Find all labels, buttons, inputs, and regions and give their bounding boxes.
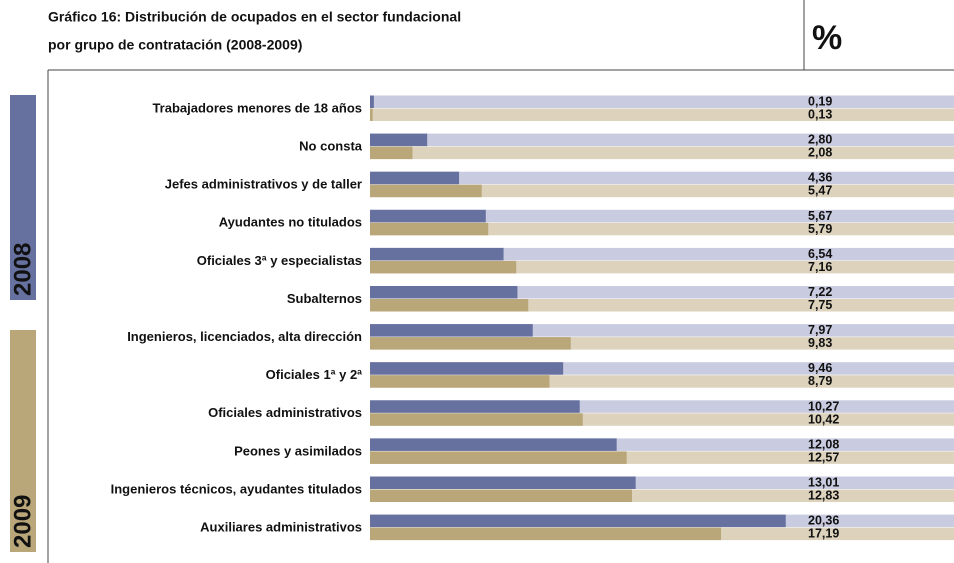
value-label: 10,27 xyxy=(808,399,839,413)
legend-swatch xyxy=(10,330,36,552)
bar xyxy=(370,476,636,489)
bar xyxy=(370,247,504,261)
chart-subtitle: por grupo de contratación (2008-2009) xyxy=(48,37,302,53)
category-label: Ayudantes no titulados xyxy=(219,215,362,230)
bar-track xyxy=(370,108,954,121)
bar xyxy=(370,108,373,121)
legend-swatch xyxy=(10,95,36,300)
category-label: Subalternos xyxy=(287,291,362,306)
value-label: 2,80 xyxy=(808,133,832,147)
bar xyxy=(370,184,482,198)
category-label: Ingenieros, licenciados, alta dirección xyxy=(127,329,362,344)
category-label: No consta xyxy=(299,139,363,154)
legend-label: 2008 xyxy=(9,243,36,296)
value-label: 0,13 xyxy=(808,108,832,122)
value-label: 13,01 xyxy=(808,476,839,490)
bar xyxy=(370,362,564,375)
value-label: 20,36 xyxy=(808,514,839,528)
bar xyxy=(370,286,518,299)
bar xyxy=(370,514,786,528)
bar xyxy=(370,438,617,451)
bar xyxy=(370,209,486,223)
value-label: 6,54 xyxy=(808,247,832,261)
bar xyxy=(370,337,571,350)
category-label: Auxiliares administrativos xyxy=(200,520,362,535)
bar-track xyxy=(370,184,954,198)
bar xyxy=(370,299,529,312)
value-label: 7,97 xyxy=(808,323,832,337)
bar xyxy=(370,171,460,185)
value-label: 9,83 xyxy=(808,336,832,350)
bar xyxy=(370,95,374,108)
value-label: 2,08 xyxy=(808,146,832,160)
value-label: 5,47 xyxy=(808,184,832,198)
category-label: Ingenieros técnicos, ayudantes titulados xyxy=(111,481,362,496)
category-label: Oficiales 3ª y especialistas xyxy=(197,253,362,268)
value-label: 8,79 xyxy=(808,374,832,388)
bar xyxy=(370,489,632,502)
unit-label: % xyxy=(812,19,842,57)
category-label: Oficiales administrativos xyxy=(208,405,362,420)
bar-track xyxy=(370,95,954,108)
bar xyxy=(370,527,722,541)
value-label: 5,67 xyxy=(808,209,832,223)
value-label: 12,08 xyxy=(808,437,839,451)
bar-track xyxy=(370,146,954,160)
bar xyxy=(370,146,413,160)
chart-title: Gráfico 16: Distribución de ocupados en … xyxy=(48,9,461,25)
value-label: 17,19 xyxy=(808,527,839,541)
category-label: Oficiales 1ª y 2ª xyxy=(266,367,363,382)
value-label: 7,22 xyxy=(808,285,832,299)
value-label: 5,79 xyxy=(808,222,832,236)
bar-track xyxy=(370,247,954,261)
bar-track xyxy=(370,133,954,147)
bar xyxy=(370,375,550,388)
legend-label: 2009 xyxy=(9,495,36,548)
value-label: 7,16 xyxy=(808,260,832,274)
value-label: 4,36 xyxy=(808,171,832,185)
bar-track xyxy=(370,222,954,236)
bar xyxy=(370,260,517,274)
value-label: 12,57 xyxy=(808,450,839,464)
value-label: 0,19 xyxy=(808,95,832,109)
category-label: Trabajadores menores de 18 años xyxy=(152,100,362,115)
bar xyxy=(370,413,583,426)
value-label: 9,46 xyxy=(808,361,832,375)
bar xyxy=(370,324,533,337)
value-label: 12,83 xyxy=(808,489,839,503)
category-label: Jefes administrativos y de taller xyxy=(165,177,362,192)
bar xyxy=(370,133,428,147)
bar xyxy=(370,222,489,236)
value-label: 10,42 xyxy=(808,412,839,426)
bar xyxy=(370,451,627,464)
bar xyxy=(370,400,580,413)
category-label: Peones y asimilados xyxy=(234,443,362,458)
bar-track xyxy=(370,209,954,223)
bar-track xyxy=(370,171,954,185)
value-label: 7,75 xyxy=(808,298,832,312)
